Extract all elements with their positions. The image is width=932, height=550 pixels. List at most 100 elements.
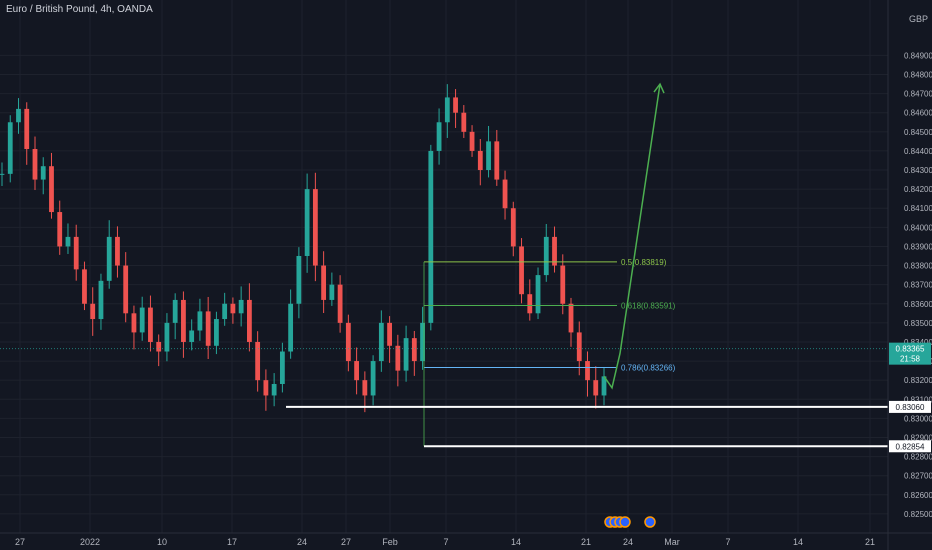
- candle-body: [469, 131, 475, 151]
- support-price-box: [889, 440, 931, 453]
- y-axis: 0.84900 0.84800 0.84700 0.84600 0.84500 0.844…: [887, 0, 932, 550]
- candle-body: [49, 166, 54, 213]
- y-tick-label: 0.84400: [904, 147, 932, 156]
- candle-body: [24, 108, 30, 150]
- fib-level-label: 0.618(0.83591): [621, 301, 676, 310]
- x-tick-label: 7: [725, 537, 730, 547]
- grid: [0, 0, 888, 533]
- candle-body: [255, 341, 261, 381]
- candle-body: [16, 108, 21, 123]
- candle-body: [486, 141, 491, 171]
- candle-body: [271, 383, 277, 396]
- candle-body: [601, 376, 607, 396]
- y-tick-label: 0.84900: [904, 51, 932, 60]
- candle-body: [337, 284, 343, 323]
- candle-body: [279, 351, 285, 384]
- candle-body: [560, 265, 566, 304]
- annotations: 0.5(0.83819) 0.618(0.83591) 0.786(0.83266): [0, 82, 888, 528]
- candles: [0, 84, 607, 413]
- candle-body: [552, 236, 557, 266]
- candle-body: [288, 303, 294, 352]
- candle-body: [131, 313, 137, 333]
- candle-body: [214, 319, 219, 346]
- support-price-label: 0.83060: [896, 403, 925, 412]
- candle-body: [354, 361, 360, 381]
- candle-body: [98, 280, 104, 320]
- y-tick-label: 0.84600: [904, 109, 932, 118]
- candle-body: [197, 311, 203, 331]
- candle-body: [312, 189, 318, 266]
- candle-body: [7, 122, 13, 174]
- x-tick-label: 21: [581, 537, 591, 547]
- candle-body: [345, 322, 351, 362]
- candle-body: [535, 275, 541, 314]
- y-tick-label: 0.82700: [904, 472, 932, 481]
- current-price-countdown: 21:58: [900, 355, 921, 364]
- x-tick-label: 14: [511, 537, 521, 547]
- candle-body: [296, 255, 302, 304]
- candle-body: [527, 294, 533, 314]
- x-tick-label: 14: [793, 537, 803, 547]
- event-marker-icon: [619, 516, 631, 528]
- candle-body: [65, 236, 71, 247]
- symbol-title: Euro / British Pound, 4h, OANDA: [6, 4, 153, 15]
- candle-body: [205, 311, 211, 346]
- arrow-head: [653, 82, 665, 94]
- x-tick-label: Feb: [382, 537, 398, 547]
- candle-body: [222, 303, 228, 320]
- y-tick-label: 0.82900: [904, 433, 932, 442]
- candle-body: [106, 236, 112, 281]
- candle-body: [477, 150, 483, 171]
- y-tick-label: 0.83100: [904, 395, 932, 404]
- fib-level-label: 0.5(0.83819): [621, 258, 667, 267]
- y-tick-label: 0.84500: [904, 128, 932, 137]
- candle-body: [123, 265, 129, 314]
- candle-body: [593, 380, 599, 396]
- candle-body: [395, 345, 401, 371]
- candle-body: [172, 299, 178, 323]
- candle-body: [32, 149, 38, 180]
- y-tick-label: 0.84700: [904, 90, 932, 99]
- candle-body: [238, 299, 244, 314]
- candle-body: [576, 332, 582, 362]
- candle-body: [362, 380, 368, 396]
- candle-body: [403, 338, 409, 371]
- y-tick-label: 0.83500: [904, 319, 932, 328]
- y-tick-label: 0.83800: [904, 262, 932, 271]
- x-tick-label: 27: [15, 537, 25, 547]
- candle-body: [263, 380, 269, 396]
- y-tick-label: 0.82600: [904, 491, 932, 500]
- candle-body: [411, 338, 417, 362]
- candle-body: [73, 236, 79, 270]
- candle-body: [568, 303, 574, 333]
- event-marker-icon: [644, 516, 656, 528]
- x-tick-label: Mar: [664, 537, 680, 547]
- candle-body: [436, 122, 442, 151]
- x-tick-label: 10: [157, 537, 167, 547]
- y-tick-label: 0.84300: [904, 166, 932, 175]
- candle-body: [453, 97, 458, 113]
- candle-body: [230, 303, 236, 314]
- candle-body: [304, 189, 310, 256]
- y-tick-label: 0.84000: [904, 223, 932, 232]
- support-price-box: [889, 400, 931, 413]
- candle-body: [139, 307, 145, 333]
- x-tick-label: 24: [297, 537, 307, 547]
- candle-body: [585, 361, 590, 381]
- support-price-label: 0.82854: [896, 442, 925, 451]
- y-tick-label: 0.82500: [904, 510, 932, 519]
- y-tick-label: 0.83700: [904, 281, 932, 290]
- y-tick-label: 0.83900: [904, 242, 932, 251]
- current-price-value: 0.83365: [896, 345, 925, 354]
- candle-body: [510, 208, 516, 247]
- x-tick-label: 27: [341, 537, 351, 547]
- y-tick-label: 0.84800: [904, 71, 932, 80]
- candle-body: [246, 299, 252, 342]
- candle-body: [164, 322, 170, 352]
- candle-body: [370, 361, 376, 396]
- candle-body: [387, 322, 392, 346]
- current-price-box: [889, 342, 931, 365]
- x-tick-label: 17: [227, 537, 237, 547]
- y-tick-label: 0.83200: [904, 376, 932, 385]
